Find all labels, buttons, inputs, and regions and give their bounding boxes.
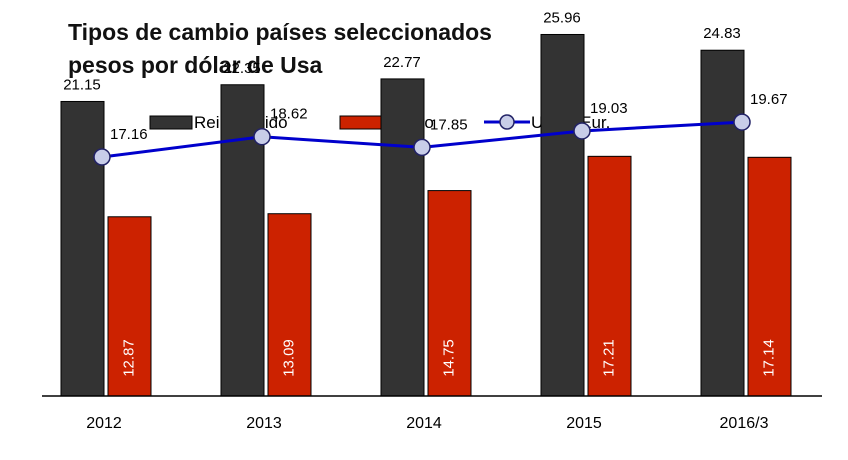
x-axis-tick-labels: 2012 2013 2014 2015 2016/3 [86, 415, 768, 432]
union-eur-line [93, 113, 751, 166]
chart-title: Tipos de cambio países seleccionados [68, 19, 492, 45]
point-union-eur-3 [573, 122, 591, 140]
data-label-mexico-1: 13.09 [280, 339, 297, 377]
x-tick-label-4: 2016/3 [720, 415, 769, 432]
point-union-eur-1 [253, 127, 271, 146]
legend-marker-union-eur [499, 114, 515, 130]
data-label-reino-unido-0: 21.15 [63, 76, 101, 93]
data-label-reino-unido-3: 25.96 [543, 9, 581, 26]
x-tick-label-2: 2014 [406, 415, 442, 432]
chart-title-block: Tipos de cambio países seleccionados pes… [68, 16, 492, 82]
point-union-eur-4 [733, 113, 751, 131]
point-union-eur-2 [413, 138, 431, 157]
bar-reino-unido-0 [60, 100, 105, 397]
legend-swatch-reino-unido [149, 115, 193, 130]
data-label-union-eur-1: 18.62 [270, 106, 308, 123]
point-union-eur-0 [93, 148, 111, 166]
bars [60, 33, 792, 397]
bar-mexico-2 [427, 190, 472, 397]
data-label-union-eur-4: 19.67 [750, 91, 788, 108]
x-tick-label-1: 2013 [246, 415, 282, 432]
data-label-mexico-3: 17.21 [600, 339, 617, 377]
legend-swatch-mexico [339, 115, 383, 130]
data-label-reino-unido-2: 22.77 [383, 54, 421, 71]
bar-mexico-1 [267, 213, 312, 397]
data-labels: 21.15 12.87 22.35 13.09 22.77 14.75 25.96 17.21… [63, 9, 787, 376]
data-label-union-eur-2: 17.85 [430, 116, 468, 133]
data-label-mexico-2: 14.75 [440, 339, 457, 377]
data-label-reino-unido-4: 24.83 [703, 25, 741, 42]
x-tick-label-0: 2012 [86, 415, 122, 432]
data-label-mexico-0: 12.87 [120, 339, 137, 377]
data-label-reino-unido-1: 22.35 [223, 60, 261, 77]
bar-mexico-3 [587, 155, 632, 397]
bar-reino-unido-3 [540, 33, 585, 397]
bar-mexico-0 [107, 216, 152, 397]
chart-subtitle: pesos por dólar de Usa [68, 52, 323, 78]
bar-reino-unido-2 [380, 78, 425, 397]
bar-reino-unido-4 [700, 49, 745, 397]
data-label-union-eur-3: 19.03 [590, 100, 628, 117]
data-label-mexico-4: 17.14 [760, 339, 777, 377]
x-tick-label-3: 2015 [566, 415, 602, 432]
data-label-union-eur-0: 17.16 [110, 126, 148, 143]
